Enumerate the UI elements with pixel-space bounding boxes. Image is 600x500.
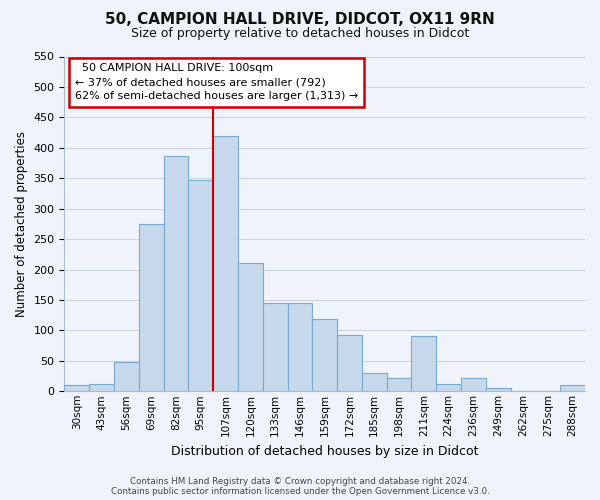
Bar: [486, 388, 511, 392]
Text: 50, CAMPION HALL DRIVE, DIDCOT, OX11 9RN: 50, CAMPION HALL DRIVE, DIDCOT, OX11 9RN: [105, 12, 495, 28]
Bar: [213, 136, 238, 392]
Bar: [188, 180, 213, 392]
Bar: [362, 373, 386, 392]
X-axis label: Distribution of detached houses by size in Didcot: Distribution of detached houses by size …: [171, 444, 478, 458]
Bar: [337, 334, 362, 392]
Bar: [139, 224, 164, 392]
Bar: [64, 385, 89, 392]
Bar: [263, 303, 287, 392]
Text: 50 CAMPION HALL DRIVE: 100sqm  
← 37% of detached houses are smaller (792)
62% o: 50 CAMPION HALL DRIVE: 100sqm ← 37% of d…: [75, 63, 358, 101]
Bar: [560, 385, 585, 392]
Bar: [386, 378, 412, 392]
Bar: [89, 384, 114, 392]
Bar: [164, 156, 188, 392]
Bar: [313, 320, 337, 392]
Y-axis label: Number of detached properties: Number of detached properties: [15, 131, 28, 317]
Text: Size of property relative to detached houses in Didcot: Size of property relative to detached ho…: [131, 28, 469, 40]
Bar: [238, 264, 263, 392]
Bar: [436, 384, 461, 392]
Bar: [114, 362, 139, 392]
Bar: [412, 336, 436, 392]
Bar: [287, 303, 313, 392]
Bar: [461, 378, 486, 392]
Text: Contains HM Land Registry data © Crown copyright and database right 2024.
Contai: Contains HM Land Registry data © Crown c…: [110, 476, 490, 496]
